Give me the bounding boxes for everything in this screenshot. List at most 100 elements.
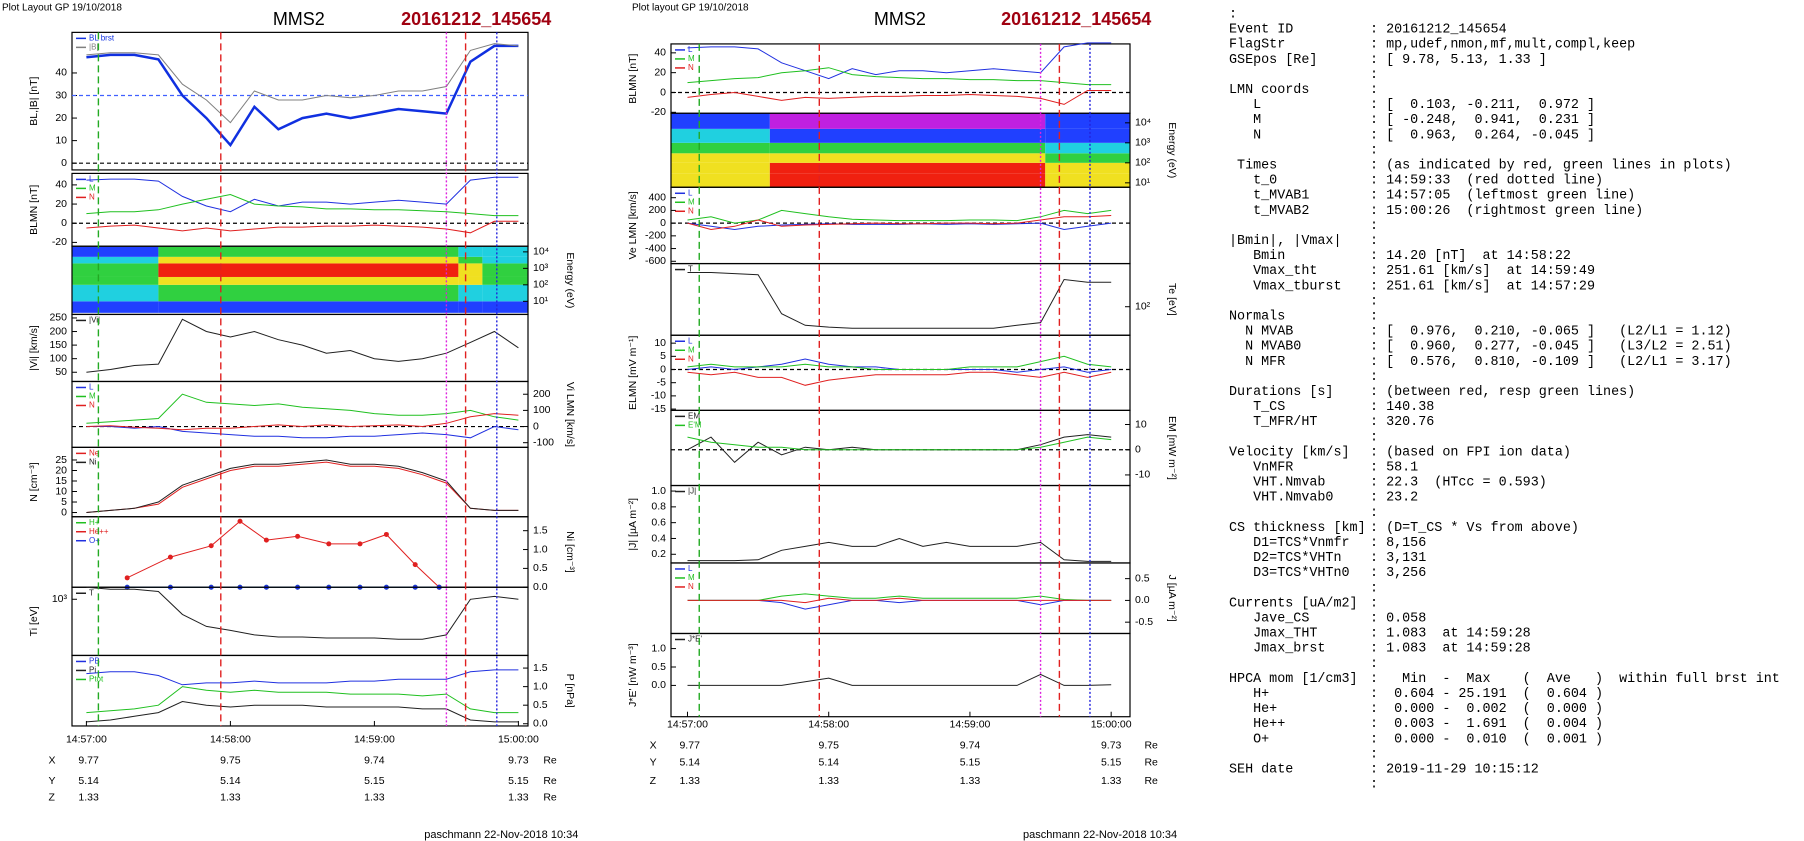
spectrogram-cell (671, 113, 770, 129)
x-tick-label: 15:00:00 (498, 734, 539, 746)
event-id: 20161212_145654 (401, 9, 551, 29)
info-key: VnMFR (1229, 461, 1293, 476)
y-tick-label: 50 (55, 366, 67, 378)
info-value: : mp,udef,nmon,mf,mult,compl,keep (1370, 38, 1635, 53)
y-tick-label: 1.0 (533, 543, 548, 555)
info-value: : [ -0.248, 0.941, 0.231 ] (1370, 113, 1595, 128)
info-key: Vmax_tburst (1229, 279, 1342, 294)
info-value: : (as indicated by red, green lines in p… (1370, 159, 1732, 174)
legend-label: M (688, 345, 695, 354)
position-value: 5.14 (220, 775, 241, 787)
y-tick-label: 20 (55, 464, 67, 476)
info-key: N MFR (1229, 355, 1285, 370)
y-tick-label: 1.0 (651, 485, 666, 497)
y-tick-label: 0.8 (651, 501, 666, 513)
y-tick-label: 0 (61, 157, 67, 169)
y-tick-label: 10³ (52, 593, 68, 605)
y-tick-label: 200 (49, 325, 67, 337)
info-value: : Min - Max ( Ave ) within full brst int (1370, 672, 1780, 687)
info-value: : 8,156 (1370, 536, 1426, 551)
info-key: N (1229, 128, 1261, 143)
position-value: 5.14 (78, 775, 99, 787)
spectrogram-cell (458, 276, 483, 285)
y-tick-label: 20 (55, 112, 67, 124)
spectrogram-cell (72, 284, 159, 302)
series-marker (295, 533, 301, 539)
legend-label: L (688, 336, 693, 345)
y-tick-label: 0 (660, 86, 666, 98)
y-tick-label: -10 (1135, 469, 1150, 481)
info-value: : (1370, 747, 1378, 762)
legend-label: Ne (89, 448, 100, 457)
info-value: : [ 9.78, 5.13, 1.33 ] (1370, 53, 1547, 68)
spectrogram-cell (482, 246, 528, 257)
info-value: : 0.604 - 25.191 ( 0.604 ) (1370, 687, 1603, 702)
position-value: 5.15 (1101, 757, 1122, 769)
spectrogram-cell (72, 256, 159, 264)
y-axis-label: Ve LMN [km/s] (627, 191, 639, 259)
series-line (86, 413, 519, 431)
position-unit: Re (543, 775, 557, 787)
plot-title: MMS2 (273, 9, 325, 29)
info-key: T_MFR/HT (1229, 415, 1317, 430)
info-value: : (1370, 778, 1378, 793)
spectrogram-cell (1045, 113, 1130, 129)
legend-label: |J| (688, 487, 696, 496)
legend-label: L (688, 564, 693, 573)
info-key: O+ (1229, 732, 1269, 747)
position-value: 9.75 (220, 754, 241, 766)
series-marker (124, 575, 130, 581)
series-marker (167, 554, 173, 560)
position-label: Z (49, 791, 56, 803)
info-value: : (1370, 657, 1378, 672)
legend-label: M (89, 392, 96, 401)
y-tick-label: 40 (55, 67, 67, 79)
info-value: : (1370, 294, 1378, 309)
series-marker (208, 543, 214, 549)
info-key: He++ (1229, 717, 1285, 732)
info-key: Times (1229, 159, 1277, 174)
y-tick-label: 20 (654, 66, 666, 78)
position-value: 5.15 (508, 775, 529, 787)
legend-label: O+ (89, 536, 100, 545)
series-marker (326, 541, 332, 547)
info-value: : 0.000 - 0.010 ( 0.001 ) (1370, 732, 1603, 747)
y-tick-label: 10² (1135, 301, 1151, 313)
info-value: : 0.058 (1370, 612, 1426, 627)
spectrogram-cell (158, 301, 459, 313)
legend-label: M (89, 184, 96, 193)
info-value: : 0.000 - 0.002 ( 0.000 ) (1370, 702, 1603, 717)
y-tick-label: 0.6 (651, 516, 666, 528)
series-marker (412, 562, 418, 568)
info-value: : [ 0.960, 0.277, -0.045 ] (L3/L2 = 2.51… (1370, 340, 1732, 355)
panel-frame (71, 31, 529, 171)
info-value: : 320.76 (1370, 415, 1434, 430)
position-value: 1.33 (78, 791, 99, 803)
position-value: 9.75 (818, 739, 839, 751)
info-value: : (1370, 596, 1378, 611)
y-tick-label: 10 (654, 337, 666, 349)
info-value: : (1370, 370, 1378, 385)
y-tick-label: 20 (55, 198, 67, 210)
spectrogram-cell (1045, 153, 1130, 163)
position-value: 9.74 (960, 739, 981, 751)
legend-label: |B| (89, 42, 99, 51)
info-value: : 0.003 - 1.691 ( 0.004 ) (1370, 717, 1603, 732)
y-tick-label: 0.5 (533, 562, 548, 574)
legend-label: N (688, 206, 694, 215)
position-value: 1.33 (1101, 775, 1122, 787)
info-value: : 14:57:05 (leftmost green line) (1370, 189, 1635, 204)
position-value: 9.77 (78, 754, 99, 766)
spectrogram-cell (671, 153, 770, 163)
position-value: 5.15 (364, 775, 385, 787)
legend-label: L (688, 188, 693, 197)
info-value: : (D=T_CS * Vs from above) (1370, 521, 1579, 536)
spectrogram-cell (671, 173, 770, 188)
info-key: Jave_CS (1229, 612, 1309, 627)
info-key: Jmax_brst (1229, 642, 1325, 657)
legend-label: N (89, 401, 95, 410)
y-tick-label: 1.0 (533, 680, 548, 692)
info-value: : (between red, resp green lines) (1370, 385, 1635, 400)
info-key: Event ID (1229, 23, 1293, 38)
info-value: : 20161212_145654 (1370, 23, 1507, 38)
